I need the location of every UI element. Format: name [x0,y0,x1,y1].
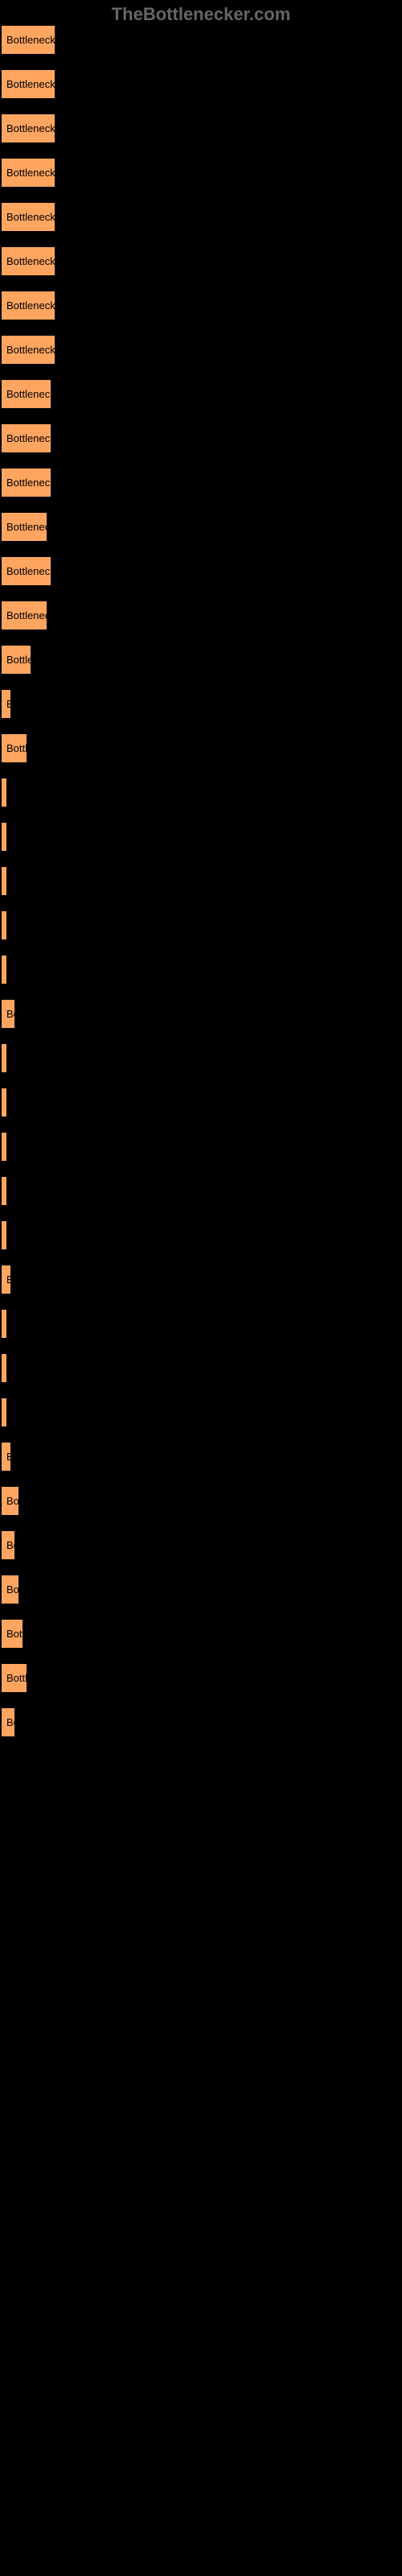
bar: Bottleneck [0,600,48,631]
bar: Bot [0,1485,20,1517]
bar: Bottleneck result [0,246,56,277]
bar-row: Bottleneck result [0,246,402,277]
bar: B [0,1264,12,1295]
bar-row: Bot [0,1485,402,1517]
bar-row: Bo [0,1707,402,1738]
bar: Bottleneck result [0,378,52,410]
bar: Bottleneck result [0,157,56,188]
bar: B [0,688,12,720]
bar: Bottl [0,1662,28,1694]
bar-row: Bottleneck result [0,157,402,188]
bar: Bottleneck result [0,290,56,321]
bar-row: Bottleneck result [0,378,402,410]
bar: Bott [0,1618,24,1649]
bar-row [0,910,402,941]
bar-row [0,1220,402,1251]
bar [0,1397,8,1428]
bar: Bottleneck result [0,423,52,454]
bar-row: Bottleneck result [0,201,402,233]
bar-row [0,954,402,985]
bar [0,821,8,852]
bar-row: Bottleneck [0,511,402,543]
bar: Bottleneck c [0,555,52,587]
bar [0,1220,8,1251]
bar: Bottleneck result [0,68,56,100]
bar-row: Bott [0,1618,402,1649]
bar: Bottleneck result [0,201,56,233]
bar: Bottle [0,733,28,764]
bar [0,1087,8,1118]
bar-row [0,1308,402,1340]
bar-row: Bottleneck result [0,334,402,365]
bar-row: B [0,1264,402,1295]
bar: B [0,1441,12,1472]
bar-row: B [0,1441,402,1472]
bar [0,777,8,808]
bar-chart: Bottleneck result Bottleneck result Bottle… [0,24,402,1751]
bar-row [0,1042,402,1074]
bar-row: Bottleneck [0,600,402,631]
bar-row [0,821,402,852]
bar-row [0,1397,402,1428]
bar-row: Bottle [0,733,402,764]
bar: Bottleneck [0,511,48,543]
watermark-text: TheBottlenecker.com [112,4,291,25]
bar: Bo [0,1707,16,1738]
bar-row: Bot [0,1574,402,1605]
bar-row [0,1131,402,1162]
bar [0,1131,8,1162]
bar-row: Bottler [0,644,402,675]
bar-row: Bottl [0,1662,402,1694]
bar-row: Bottleneck c [0,555,402,587]
bar-row: Bo [0,998,402,1030]
bar: Bottleneck result [0,334,56,365]
bar-row [0,1175,402,1207]
bar-row: Bottleneck result [0,423,402,454]
bar [0,1175,8,1207]
bar-row: B [0,688,402,720]
bar: Bo [0,998,16,1030]
bar: Bo [0,1530,16,1561]
bar-row: Bottleneck result [0,68,402,100]
bar [0,1042,8,1074]
bar: Bot [0,1574,20,1605]
bar-row: Bottleneck result [0,24,402,56]
bar-row: Bo [0,1530,402,1561]
bar-row [0,777,402,808]
bar-row: Bottleneck result [0,290,402,321]
bar-row [0,1087,402,1118]
bar [0,1308,8,1340]
bar: Bottleneck result [0,24,56,56]
bar-row [0,865,402,897]
bar [0,865,8,897]
bar-row: Bottleneck result [0,113,402,144]
bar-row: Bottleneck result [0,467,402,498]
bar: Bottleneck result [0,467,52,498]
bar [0,910,8,941]
bar: Bottler [0,644,32,675]
bar [0,954,8,985]
bar [0,1352,8,1384]
bar: Bottleneck result [0,113,56,144]
bar-row [0,1352,402,1384]
